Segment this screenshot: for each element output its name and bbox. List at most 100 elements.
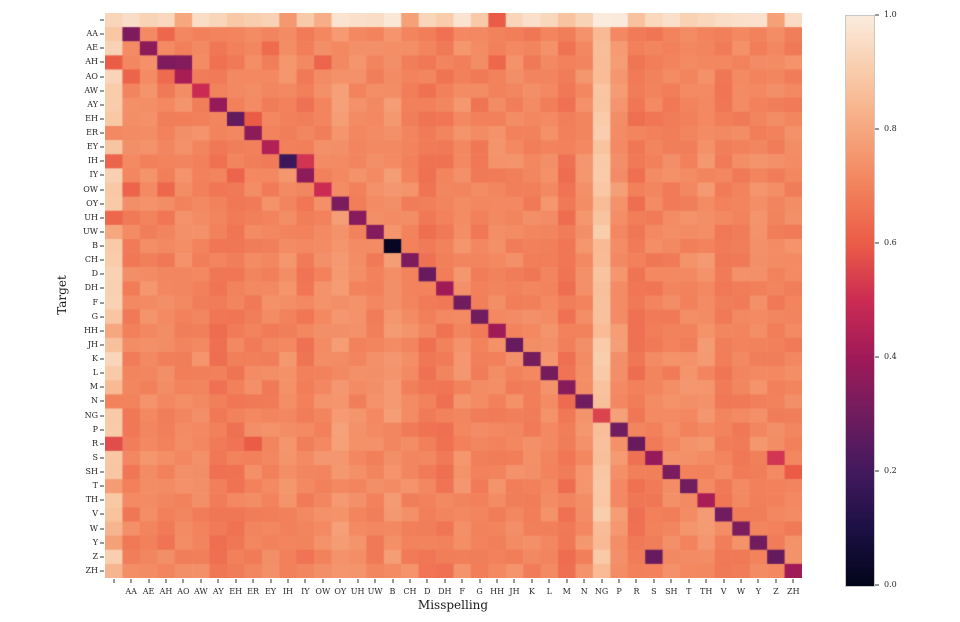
y-tick-label: EY [86,142,98,152]
x-tickmark [635,579,637,583]
y-tick-label: UW [83,226,98,236]
x-tickmark [688,579,690,583]
x-tickmark [757,579,759,583]
y-tickmark [100,302,104,304]
x-tick-label: Y [755,587,762,596]
x-tickmark [461,579,463,583]
x-tick-label: OW [315,587,331,596]
y-tick-label: P [92,424,98,434]
y-tickmark [100,316,104,318]
y-tickmark [100,457,104,459]
x-tickmark [548,579,550,583]
y-tick-label: D [91,269,98,279]
y-tickmark [100,330,104,332]
y-tick-label: B [92,241,98,251]
x-tickmark [113,579,115,583]
y-tickmark [100,556,104,558]
y-tickmark [100,358,104,360]
x-tick-label: ER [247,587,260,596]
y-tick-label: OW [83,184,98,194]
y-axis-title: Target [55,275,69,315]
y-tickmark [100,189,104,191]
x-tickmark [583,579,585,583]
y-tickmark [100,415,104,417]
y-tick-label: HH [84,325,98,335]
y-tick-label: Z [92,551,98,561]
x-tick-label: CH [403,587,417,596]
y-tickmark [100,429,104,431]
x-tick-label: Z [773,587,779,596]
x-tickmark [374,579,376,583]
y-tick-label: IY [89,170,98,180]
y-tickmark [100,499,104,501]
x-tickmark [653,579,655,583]
y-tick-label: AW [84,85,98,95]
x-axis-title: Misspelling [417,598,489,612]
x-tick-label: T [686,587,692,596]
y-tick-label: AE [86,43,98,53]
x-tickmark [270,579,272,583]
x-tickmark [322,579,324,583]
x-tickmark [670,579,672,583]
y-tickmark [100,90,104,92]
x-tickmark [566,579,568,583]
y-tick-label: OY [86,198,98,208]
x-tickmark [618,579,620,583]
colorbar-gradient [845,15,875,587]
colorbar-tick-label: 0.2 [884,466,897,475]
colorbar-tick-label: 0.0 [884,580,897,589]
x-tick-label: JH [509,587,520,596]
x-tickmark [287,579,289,583]
y-tickmark [100,47,104,49]
x-tickmark [723,579,725,583]
y-tick-label: UH [84,212,98,222]
x-tickmark [148,579,150,583]
y-tick-label: ZH [85,565,98,575]
y-tick-label: S [92,452,98,462]
y-tickmark [100,217,104,219]
y-tickmark [100,146,104,148]
x-tickmark [775,579,777,583]
x-tickmark [496,579,498,583]
y-tick-label: F [92,297,98,307]
x-tick-label: ZH [787,587,800,596]
y-tickmark [100,542,104,544]
y-tickmark [100,344,104,346]
y-tick-label: V [92,509,98,519]
y-tick-label: JH [87,339,98,349]
y-tick-label: AO [85,71,98,81]
x-tick-label: EH [229,587,243,596]
x-tickmark [705,579,707,583]
x-tickmark [252,579,254,583]
colorbar-tick-label: 0.8 [884,124,897,133]
x-tickmark [217,579,219,583]
x-tick-label: AW [193,587,208,596]
x-tickmark [513,579,515,583]
x-tick-label: TH [700,587,713,596]
colorbar-tick-label: 0.6 [884,238,897,247]
y-tickmark [100,570,104,572]
y-tick-label: G [91,311,98,321]
y-tickmark [100,19,104,21]
y-tick-label: IH [87,156,98,166]
x-tick-label: AH [159,587,173,596]
x-tick-label: M [562,587,571,596]
y-tick-label: Y [92,537,98,547]
y-tickmark [100,245,104,247]
x-tickmark [130,579,132,583]
y-tickmark [100,203,104,205]
x-tick-label: DH [438,587,452,596]
y-tick-label: N [91,396,98,406]
x-tickmark [165,579,167,583]
x-tick-label: UW [367,587,383,596]
x-tickmark [531,579,533,583]
y-tickmark [100,104,104,106]
y-tickmark [100,528,104,530]
x-tickmark [357,579,359,583]
x-tick-label: R [633,587,640,596]
x-tick-label: G [476,587,483,596]
x-tickmark [444,579,446,583]
y-tick-label: W [89,523,98,533]
y-tick-label: SH [85,467,98,477]
x-tick-label: P [616,587,622,596]
